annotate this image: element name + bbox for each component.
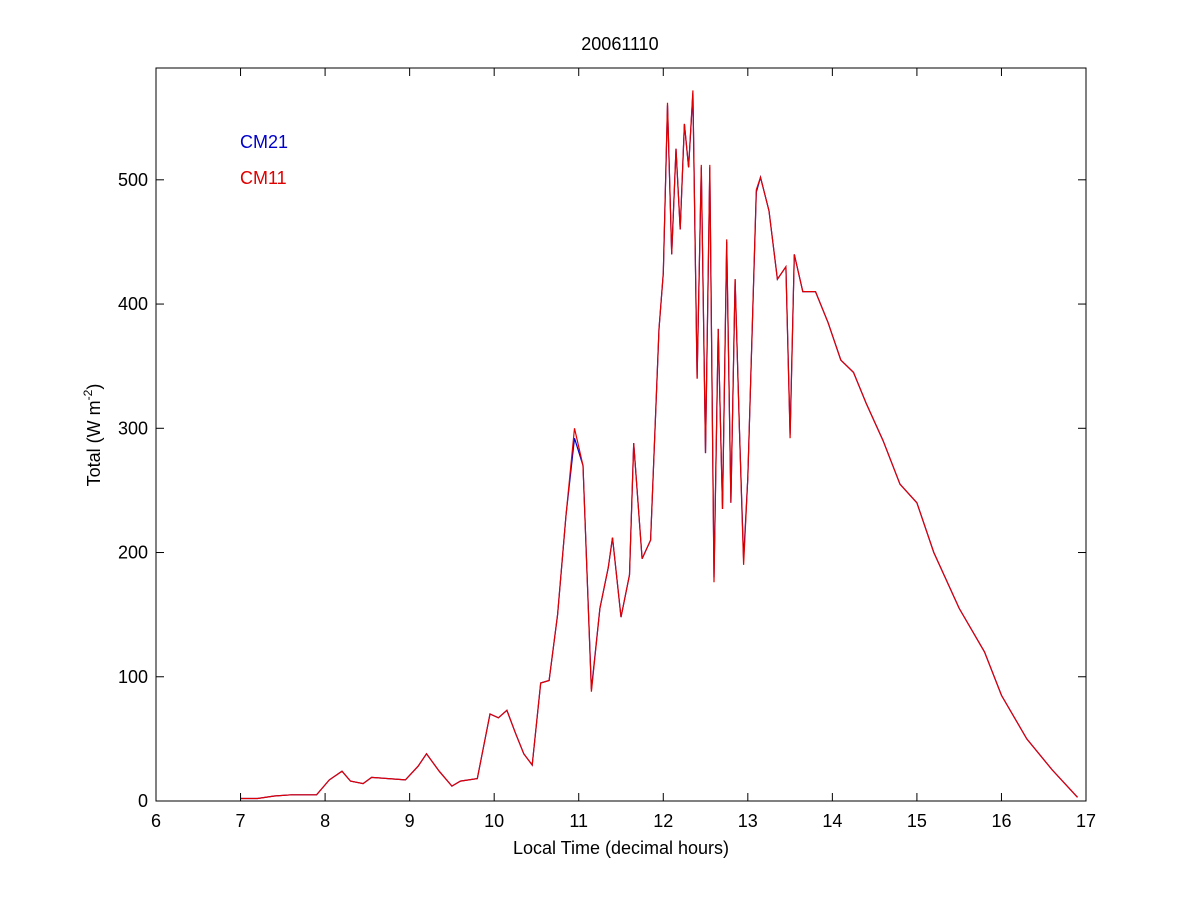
y-tick-label: 100 — [118, 667, 148, 687]
y-tick-label: 200 — [118, 543, 148, 563]
y-tick-label: 400 — [118, 294, 148, 314]
y-axis-label-close: ) — [84, 384, 104, 390]
x-tick-label: 16 — [991, 811, 1011, 831]
x-axis-label: Local Time (decimal hours) — [513, 838, 729, 858]
y-axis-label: Total (W m-2) — [81, 384, 104, 487]
x-tick-label: 9 — [405, 811, 415, 831]
y-tick-label: 300 — [118, 418, 148, 438]
chart-title: 20061110 — [581, 34, 658, 54]
x-tick-label: 17 — [1076, 811, 1096, 831]
plot-area — [240, 90, 1078, 800]
x-tick-label: 7 — [236, 811, 246, 831]
y-tick-label: 500 — [118, 170, 148, 190]
y-axis-label-main: Total (W m — [84, 400, 104, 486]
x-tick-label: 15 — [907, 811, 927, 831]
x-tick-label: 12 — [653, 811, 673, 831]
y-tick-label: 0 — [138, 791, 148, 811]
x-tick-label: 14 — [822, 811, 842, 831]
x-tick-label: 8 — [320, 811, 330, 831]
series-line-cm11 — [240, 90, 1078, 800]
plot-frame — [155, 67, 1087, 802]
x-tick-label: 10 — [484, 811, 504, 831]
x-tick-label: 6 — [151, 811, 161, 831]
legend: CM21 CM11 — [240, 132, 288, 188]
x-tick-label: 11 — [569, 811, 588, 831]
legend-entry-cm21: CM21 — [240, 132, 288, 152]
x-axis: 6 7 8 9 10 11 12 13 14 15 16 17 — [151, 68, 1096, 831]
legend-entry-cm11: CM11 — [240, 168, 287, 188]
x-tick-label: 13 — [738, 811, 758, 831]
y-axis: 0 100 200 300 400 500 — [118, 170, 1086, 811]
y-axis-label-superscript: -2 — [81, 389, 95, 400]
